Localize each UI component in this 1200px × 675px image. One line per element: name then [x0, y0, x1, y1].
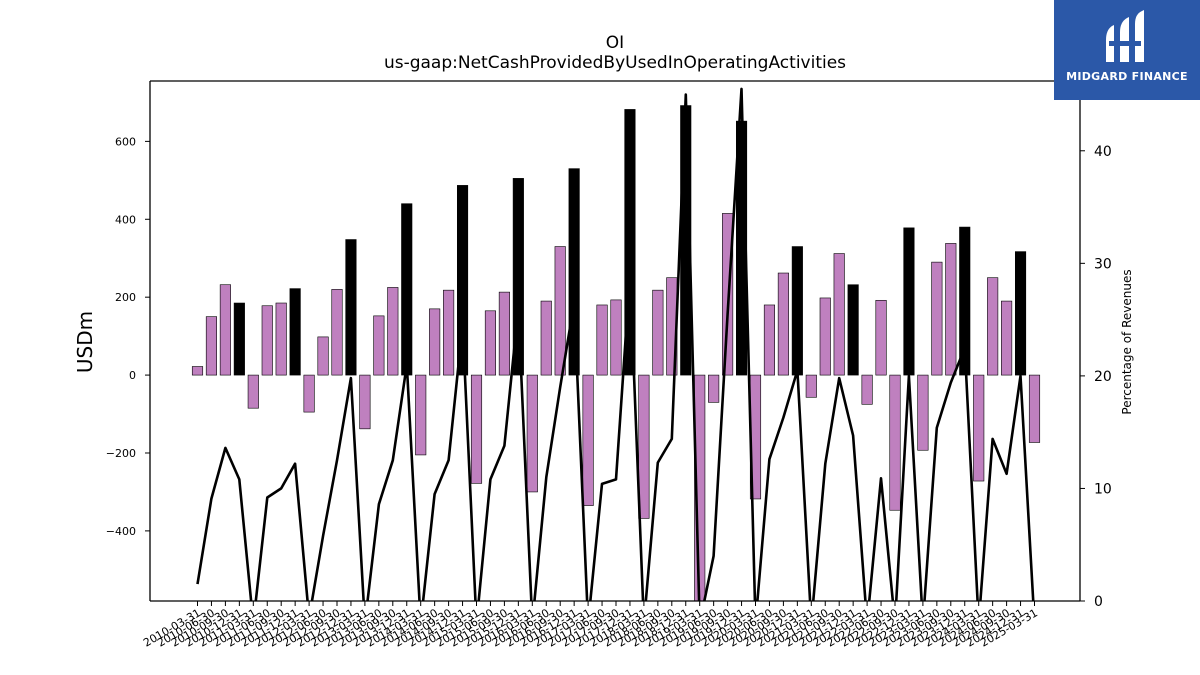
- bar: [205, 316, 217, 376]
- bar: [973, 374, 985, 482]
- brand-logo: MIDGARD FINANCE: [1054, 0, 1200, 100]
- bar: [568, 168, 580, 376]
- y2-axis-label: Percentage of Revenues: [1120, 269, 1134, 414]
- bar: [359, 374, 371, 430]
- bar: [1001, 300, 1013, 376]
- bar: [233, 302, 245, 376]
- bar: [638, 374, 650, 519]
- bar: [875, 299, 887, 376]
- y-tick-label: 200: [115, 291, 136, 304]
- bar: [554, 246, 566, 376]
- bar: [512, 178, 524, 376]
- bar: [987, 277, 999, 376]
- bar: [847, 284, 859, 376]
- bar: [191, 366, 204, 376]
- brand-name: MIDGARD FINANCE: [1066, 70, 1188, 83]
- bar: [275, 302, 287, 376]
- y-tick-label: 0: [129, 369, 136, 382]
- bar: [540, 300, 552, 376]
- bar: [903, 227, 915, 376]
- bar: [387, 287, 399, 376]
- bar: [819, 297, 831, 376]
- logo-mark-icon: [1106, 10, 1144, 62]
- bar: [931, 261, 943, 376]
- bar: [401, 203, 413, 376]
- y2-tick-label: 20: [1094, 369, 1112, 385]
- bar: [596, 304, 608, 376]
- bar: [624, 109, 636, 376]
- bar: [484, 310, 497, 376]
- bar: [777, 272, 789, 376]
- bar: [763, 304, 776, 376]
- bar: [526, 374, 538, 493]
- y-axis-label: USDm: [73, 311, 97, 373]
- bar: [429, 308, 441, 376]
- y-tick-label: 600: [115, 135, 136, 148]
- bar: [1014, 251, 1027, 376]
- bar: [889, 374, 901, 511]
- y2-tick-label: 0: [1094, 594, 1103, 610]
- bar: [694, 374, 706, 601]
- bar: [610, 299, 622, 376]
- bar: [289, 288, 301, 376]
- bar: [456, 185, 469, 376]
- bar: [708, 374, 720, 403]
- bar: [833, 253, 845, 376]
- bar: [303, 374, 315, 413]
- bar: [1028, 374, 1041, 443]
- bar: [345, 239, 357, 376]
- y-tick-label: −400: [106, 525, 136, 538]
- bar: [498, 291, 510, 376]
- y-tick-label: 400: [115, 213, 136, 226]
- y-tick-label: −200: [106, 447, 136, 460]
- bar: [959, 226, 971, 376]
- bar: [219, 284, 231, 376]
- chart-subtitle: us-gaap:NetCashProvidedByUsedInOperating…: [384, 53, 846, 73]
- y2-tick-label: 30: [1094, 256, 1112, 272]
- bar: [317, 336, 329, 376]
- bar: [470, 374, 483, 484]
- bar: [415, 374, 427, 456]
- bar: [247, 374, 259, 409]
- y2-tick-label: 10: [1094, 481, 1112, 497]
- bar: [652, 289, 664, 376]
- bar: [373, 315, 385, 376]
- bar: [917, 374, 929, 451]
- bar: [582, 374, 594, 506]
- bar: [791, 246, 803, 376]
- bar: [861, 374, 873, 405]
- bar: [331, 289, 343, 376]
- bar: [261, 305, 273, 376]
- bar: [443, 289, 455, 376]
- y2-tick-label: 40: [1094, 144, 1112, 160]
- series-line: [196, 87, 1035, 601]
- bar: [945, 243, 957, 376]
- chart-title: OI: [606, 33, 624, 53]
- bar: [805, 374, 817, 398]
